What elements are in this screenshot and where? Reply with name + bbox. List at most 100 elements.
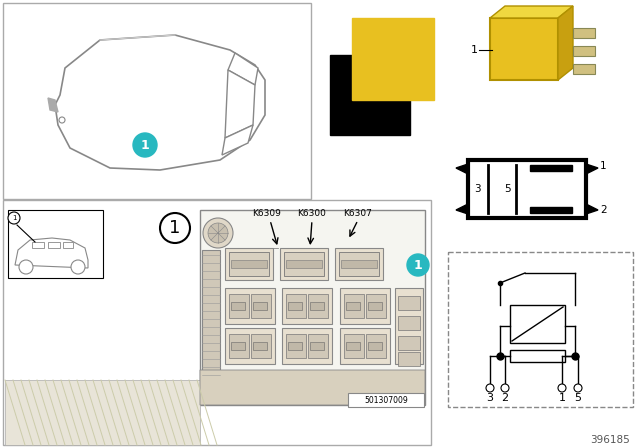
Polygon shape bbox=[32, 242, 44, 248]
Bar bbox=[398, 336, 420, 350]
Polygon shape bbox=[5, 380, 200, 445]
Bar bbox=[448, 252, 633, 407]
Bar bbox=[251, 334, 271, 358]
Bar bbox=[346, 342, 360, 350]
Bar bbox=[286, 260, 322, 268]
Polygon shape bbox=[456, 164, 468, 174]
Bar bbox=[284, 252, 324, 276]
Bar bbox=[225, 328, 275, 364]
Polygon shape bbox=[222, 125, 253, 155]
Text: 1: 1 bbox=[471, 45, 478, 55]
Bar bbox=[288, 342, 302, 350]
Bar bbox=[490, 18, 558, 80]
Text: 3: 3 bbox=[486, 393, 493, 403]
Bar bbox=[253, 342, 267, 350]
Bar bbox=[310, 302, 324, 310]
Circle shape bbox=[59, 117, 65, 123]
Text: K6309: K6309 bbox=[253, 208, 282, 217]
Circle shape bbox=[203, 218, 233, 248]
Polygon shape bbox=[63, 242, 73, 248]
Circle shape bbox=[407, 254, 429, 276]
Bar bbox=[310, 342, 324, 350]
Bar bbox=[340, 328, 390, 364]
Bar bbox=[573, 46, 595, 56]
Bar bbox=[200, 210, 425, 405]
Bar bbox=[398, 352, 420, 366]
Bar bbox=[229, 334, 249, 358]
Text: 1: 1 bbox=[12, 215, 16, 221]
Bar bbox=[253, 302, 267, 310]
Bar bbox=[330, 55, 410, 135]
Bar bbox=[282, 288, 332, 324]
Polygon shape bbox=[456, 204, 468, 214]
Polygon shape bbox=[200, 370, 425, 405]
Bar bbox=[341, 260, 377, 268]
Circle shape bbox=[574, 384, 582, 392]
Bar bbox=[335, 248, 383, 280]
Circle shape bbox=[160, 213, 190, 243]
Bar bbox=[202, 250, 220, 380]
Bar bbox=[340, 288, 390, 324]
Text: K6307: K6307 bbox=[344, 208, 372, 217]
Bar bbox=[231, 302, 245, 310]
Text: 3: 3 bbox=[474, 184, 481, 194]
PathPatch shape bbox=[15, 238, 88, 268]
Bar bbox=[573, 64, 595, 74]
Polygon shape bbox=[225, 70, 255, 138]
Bar bbox=[398, 296, 420, 310]
Bar bbox=[530, 207, 572, 213]
Polygon shape bbox=[586, 164, 598, 174]
Bar bbox=[286, 334, 306, 358]
Circle shape bbox=[208, 223, 228, 243]
Bar bbox=[308, 294, 328, 318]
Bar bbox=[348, 393, 424, 407]
Bar bbox=[282, 328, 332, 364]
Text: 1: 1 bbox=[600, 161, 607, 171]
Circle shape bbox=[8, 212, 20, 224]
Bar bbox=[225, 248, 273, 280]
Text: 2: 2 bbox=[501, 393, 509, 403]
Bar bbox=[344, 334, 364, 358]
Bar bbox=[366, 334, 386, 358]
PathPatch shape bbox=[55, 35, 265, 170]
Bar bbox=[280, 248, 328, 280]
Bar bbox=[251, 294, 271, 318]
Circle shape bbox=[501, 384, 509, 392]
Bar bbox=[229, 252, 269, 276]
Bar bbox=[225, 288, 275, 324]
Bar bbox=[3, 3, 311, 199]
Bar bbox=[510, 350, 565, 362]
Circle shape bbox=[133, 133, 157, 157]
Bar bbox=[339, 252, 379, 276]
Circle shape bbox=[486, 384, 494, 392]
Bar bbox=[3, 200, 431, 445]
Text: 1: 1 bbox=[413, 258, 422, 271]
Text: 396185: 396185 bbox=[590, 435, 630, 445]
Bar bbox=[231, 342, 245, 350]
Text: K6300: K6300 bbox=[298, 208, 326, 217]
Polygon shape bbox=[48, 242, 60, 248]
Circle shape bbox=[19, 260, 33, 274]
Polygon shape bbox=[586, 204, 598, 214]
Bar bbox=[229, 294, 249, 318]
Bar bbox=[573, 28, 595, 38]
Text: 1: 1 bbox=[559, 393, 566, 403]
Bar bbox=[346, 302, 360, 310]
Polygon shape bbox=[490, 6, 573, 18]
Bar bbox=[344, 294, 364, 318]
Polygon shape bbox=[558, 6, 573, 80]
Bar bbox=[398, 316, 420, 330]
Bar bbox=[286, 294, 306, 318]
Text: 5: 5 bbox=[504, 184, 511, 194]
Text: 501307009: 501307009 bbox=[364, 396, 408, 405]
Bar bbox=[366, 294, 386, 318]
Text: 2: 2 bbox=[600, 205, 607, 215]
Text: 1: 1 bbox=[170, 219, 180, 237]
Bar bbox=[308, 334, 328, 358]
Text: 1: 1 bbox=[141, 138, 149, 151]
Bar bbox=[368, 342, 382, 350]
Bar bbox=[352, 18, 434, 100]
Bar bbox=[288, 302, 302, 310]
Bar bbox=[510, 305, 565, 343]
Polygon shape bbox=[48, 98, 58, 112]
